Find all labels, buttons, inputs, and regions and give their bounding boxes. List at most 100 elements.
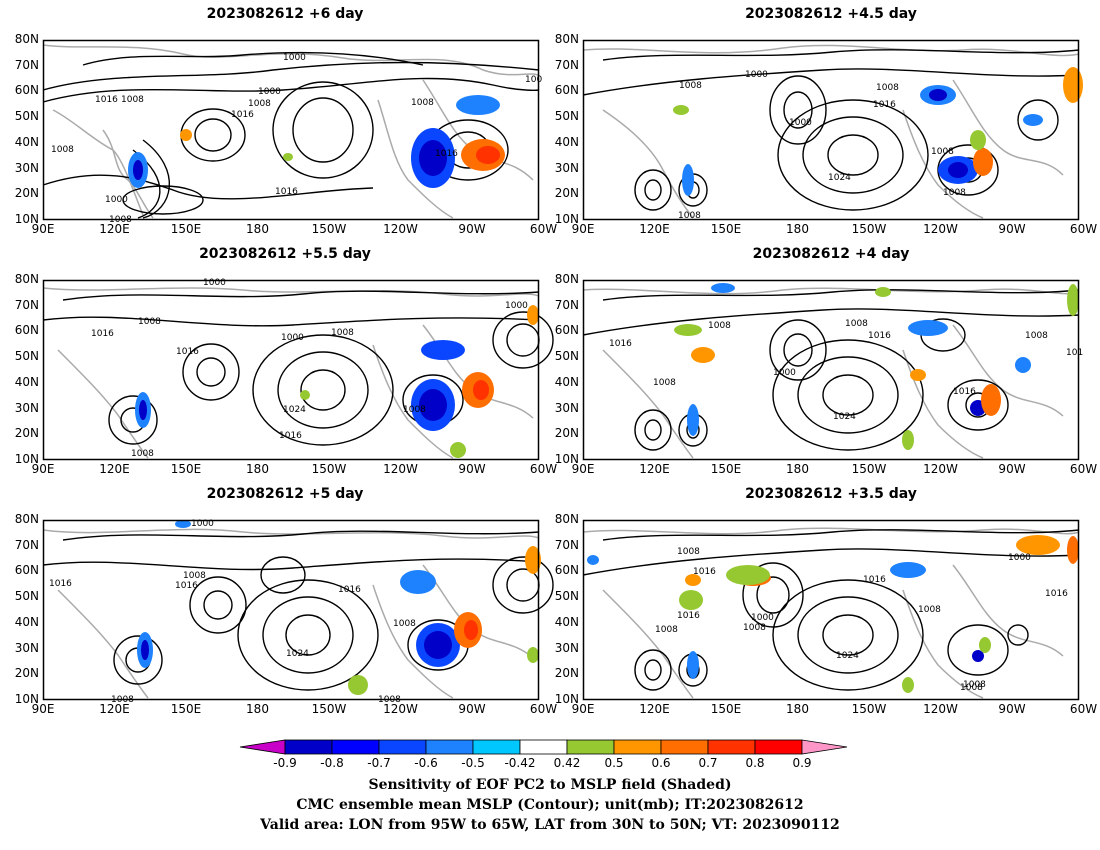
lon-tick-label: 180 (786, 702, 809, 716)
isobar-label: 1008 (963, 680, 986, 690)
isobar-label: 1024 (286, 649, 309, 659)
isobar-label: 1008 (403, 405, 426, 415)
lon-tick-label: 120W (923, 462, 958, 476)
isobar-label: 1008 (655, 625, 678, 635)
isobar-label: 1000 (105, 195, 128, 205)
isobar-label: 1008 (393, 619, 416, 629)
lon-tick-label: 150E (170, 702, 202, 716)
lon-tick-label: 150E (710, 462, 742, 476)
colorbar-box (425, 739, 474, 755)
lon-tick-label: 90W (458, 222, 486, 236)
lat-tick-label: 20N (554, 426, 579, 441)
lon-tick-label: 150E (170, 222, 202, 236)
colorbar-tick-label: -0.5 (461, 756, 485, 770)
lon-tick-label: 120E (639, 702, 670, 716)
isobar-label: 1008 (121, 95, 144, 105)
sensitivity-shading (587, 535, 1079, 693)
isobar-label: 1000 (283, 53, 306, 63)
map-panel-5: 1000 1016 1008 1016 1016 1024 1008 1008 … (42, 519, 554, 705)
isobar-label: 1008 (51, 145, 74, 155)
lat-tick-label: 70N (554, 297, 579, 312)
isobar-label: 1016 (231, 110, 254, 120)
lat-tick-label: 10N (14, 452, 39, 466)
lat-tick-label: 40N (14, 614, 39, 629)
lat-tick-label: 30N (14, 400, 39, 415)
isobar-label: 1008 (677, 547, 700, 557)
lon-tick-label: 120E (99, 702, 130, 716)
lat-tick-label: 80N (14, 32, 39, 46)
lon-tick-label: 120W (923, 222, 958, 236)
lat-tick-label: 80N (554, 512, 579, 526)
panel-title-5: 2023082612 +5 day (206, 486, 364, 502)
lat-tick-label: 60N (14, 83, 39, 98)
colorbar-tick-label: 0.42 (553, 756, 581, 770)
lat-tick-label: 70N (14, 57, 39, 72)
isobar-label: 1008 (876, 83, 899, 93)
isobar-contours (582, 49, 1080, 211)
caption-line-1: Sensitivity of EOF PC2 to MSLP field (Sh… (368, 777, 732, 793)
isobar-label: 1016 (677, 611, 700, 621)
colorbar-tick-label: 0.8 (745, 756, 765, 770)
coastlines (582, 287, 1080, 459)
lat-tick-label: 50N (554, 349, 579, 364)
isobar-label: 1016 (176, 347, 199, 357)
lat-tick-label: 40N (554, 374, 579, 389)
lat-tick-label: 70N (554, 537, 579, 552)
sensitivity-shading (135, 305, 539, 458)
colorbar-box (707, 739, 756, 755)
isobar-label: 1016 (279, 431, 302, 441)
lat-tick-label: 50N (14, 109, 39, 124)
isobar-label: 1016 (868, 331, 891, 341)
isobar-label: 1008 (679, 81, 702, 91)
isobar-label: 1024 (836, 651, 859, 661)
colorbar-box (566, 739, 615, 755)
lon-tick-label: 90E (571, 462, 595, 476)
isobar-label: 1016 (863, 575, 886, 585)
lat-tick-label: 60N (554, 323, 579, 338)
lon-tick-label: 150W (311, 702, 347, 716)
lat-tick-label: 40N (14, 134, 39, 149)
panel-frame (42, 519, 540, 701)
isobar-label: 1000 (281, 333, 304, 343)
colorbar-tick-label: 0.9 (792, 756, 812, 770)
isobar-label: 1016 (91, 329, 114, 339)
colorbar-box (754, 739, 803, 755)
isobar-label: 1016 (873, 100, 896, 110)
panel-frame (582, 279, 1080, 461)
lon-tick-label: 90E (571, 702, 595, 716)
lon-tick-label: 90W (998, 462, 1026, 476)
lon-tick-label: 180 (786, 462, 809, 476)
lon-tick-label: 150W (851, 702, 887, 716)
lat-tick-label: 10N (14, 212, 39, 226)
lon-tick-label: 60W (1069, 222, 1098, 236)
isobar-labels: 1000 1016 1008 1016 1000 1008 1024 1016 … (91, 278, 528, 459)
colorbar-tick-label: -0.7 (367, 756, 391, 770)
isobar-label: 1000 (1008, 553, 1031, 563)
lon-tick-label: 60W (529, 462, 558, 476)
lat-tick-label: 60N (14, 563, 39, 578)
lon-tick-label: 120E (99, 462, 130, 476)
lat-tick-label: 50N (554, 589, 579, 604)
colorbar-tick-label: 0.5 (604, 756, 624, 770)
sensitivity-shading (128, 95, 505, 188)
lat-tick-label: 20N (554, 186, 579, 201)
isobar-label: 1024 (828, 173, 851, 183)
lon-tick-label: 180 (786, 222, 809, 236)
lat-tick-label: 30N (554, 400, 579, 415)
lat-tick-label: 70N (14, 297, 39, 312)
lon-tick-label: 150E (710, 702, 742, 716)
lat-tick-label: 80N (14, 272, 39, 286)
panel-title-4: 2023082612 +4 day (752, 246, 910, 262)
isobar-label: 1008 (248, 99, 271, 109)
lat-tick-label: 20N (14, 666, 39, 681)
colorbar-box (613, 739, 662, 755)
lat-tick-label: 70N (554, 57, 579, 72)
lon-tick-label: 60W (1069, 462, 1098, 476)
colorbar-box (519, 739, 568, 755)
isobar-label: 1000 (191, 519, 214, 529)
isobar-label: 1016 (49, 579, 72, 589)
coastlines (582, 527, 1080, 699)
lat-tick-label: 30N (14, 640, 39, 655)
lat-tick-label: 50N (554, 109, 579, 124)
isobar-label: 1016 (95, 95, 118, 105)
